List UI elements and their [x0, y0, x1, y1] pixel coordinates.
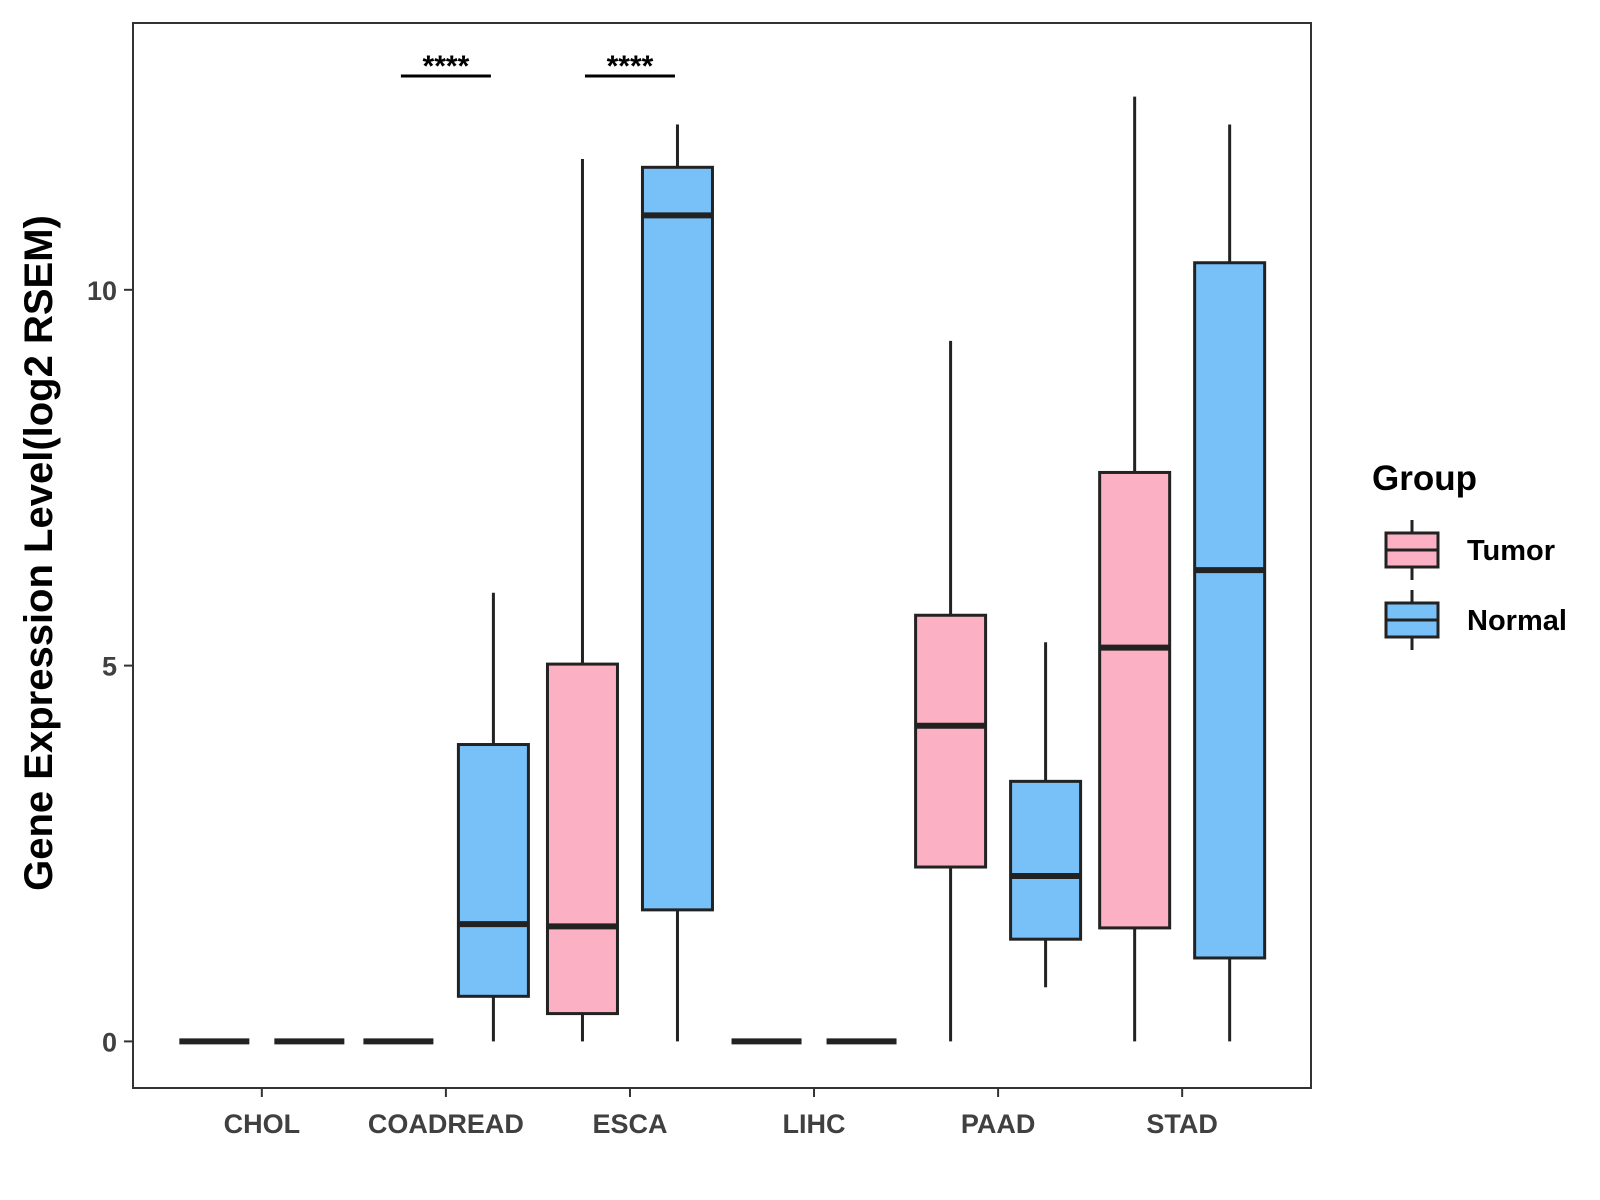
significance-label-esca: ****: [607, 50, 654, 83]
x-tick-label-chol: CHOL: [224, 1109, 301, 1139]
box-paad-normal: [1009, 642, 1083, 988]
box-body-stad-tumor: [1098, 470, 1172, 930]
box-body-esca-normal: [640, 165, 714, 912]
legend-key-tumor: [1384, 520, 1440, 580]
plot-area: **** ****: [179, 50, 1267, 1045]
box-body-paad-normal: [1009, 779, 1083, 941]
box-coadread-normal: [456, 592, 530, 1042]
x-axis: CHOL COADREAD ESCA LIHC PAAD STAD: [224, 1088, 1218, 1139]
y-tick-label-5: 5: [102, 652, 117, 682]
legend-key-normal: [1384, 590, 1440, 650]
y-axis: 0 5 10: [87, 276, 133, 1057]
box-stad-normal: [1193, 124, 1267, 1042]
box-paad-tumor: [914, 340, 988, 1042]
legend-label-normal: Normal: [1467, 605, 1567, 637]
y-tick-label-0: 0: [102, 1027, 117, 1057]
x-tick-label-coadread: COADREAD: [368, 1109, 524, 1139]
box-stad-tumor: [1098, 96, 1172, 1042]
y-axis-title: Gene Expression Level(log2 RSEM): [17, 215, 61, 891]
legend: Group Tumor Normal: [1372, 459, 1567, 650]
box-esca-normal: [640, 124, 714, 1042]
box-body-coadread-normal: [456, 743, 530, 998]
x-tick-label-stad: STAD: [1146, 1109, 1218, 1139]
box-esca-tumor: [545, 159, 619, 1042]
panel-border: [132, 22, 1312, 1089]
y-tick-label-10: 10: [87, 276, 117, 306]
legend-title: Group: [1372, 459, 1477, 498]
box-body-esca-tumor: [545, 662, 619, 1016]
x-tick-label-esca: ESCA: [592, 1109, 667, 1139]
box-body-stad-normal: [1193, 261, 1267, 960]
box-body-paad-tumor: [914, 613, 988, 869]
x-tick-label-lihc: LIHC: [783, 1109, 846, 1139]
x-tick-label-paad: PAAD: [961, 1109, 1036, 1139]
significance-label-coadread: ****: [423, 50, 470, 83]
legend-label-tumor: Tumor: [1467, 535, 1555, 567]
